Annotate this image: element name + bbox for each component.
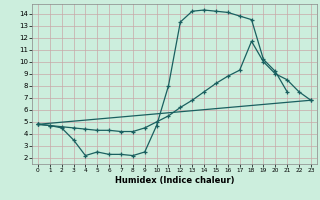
X-axis label: Humidex (Indice chaleur): Humidex (Indice chaleur): [115, 176, 234, 185]
